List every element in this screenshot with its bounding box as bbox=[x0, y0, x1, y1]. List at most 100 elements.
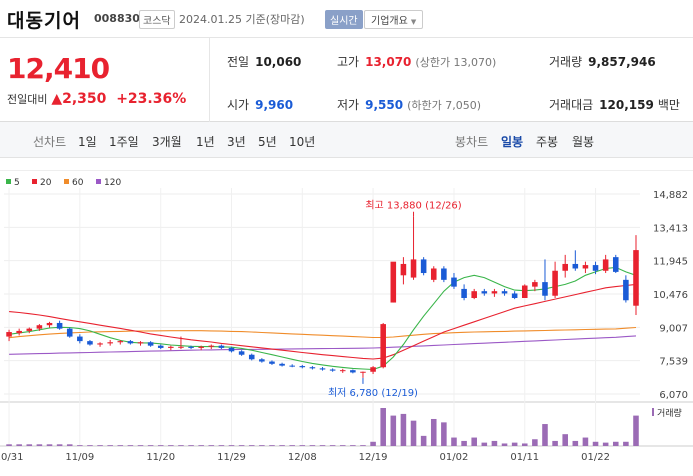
legend-swatch-120 bbox=[96, 179, 101, 184]
volume-bar bbox=[36, 444, 43, 446]
y-tick-label: 11,945 bbox=[653, 257, 688, 268]
legend-swatch-60 bbox=[64, 179, 69, 184]
legend-swatch-20 bbox=[32, 179, 37, 184]
candle-body bbox=[168, 346, 174, 348]
candle-body bbox=[481, 291, 488, 294]
volume-bar bbox=[400, 413, 407, 446]
ma20-line bbox=[9, 283, 637, 360]
volume-bar bbox=[491, 440, 498, 446]
candle-body bbox=[370, 367, 376, 372]
open-price: 시가 9,960 bbox=[227, 96, 293, 113]
candle-body bbox=[582, 265, 589, 269]
legend-label-120: 120 bbox=[104, 178, 121, 188]
candle-body bbox=[410, 259, 417, 278]
turnover-info: 거래대금 120,159 백만 bbox=[549, 96, 680, 113]
quote-panel: 12,410 전일대비 ▲2,350 +23.36% 전일 10,060 시가 9,… bbox=[0, 38, 693, 122]
volume-bar bbox=[521, 443, 528, 446]
volume-bar bbox=[582, 437, 589, 446]
candle-body bbox=[501, 291, 508, 294]
volume-bar bbox=[147, 445, 154, 446]
x-tick-label: 10/31 bbox=[0, 452, 23, 463]
open-value: 9,960 bbox=[255, 98, 294, 112]
candle-body bbox=[471, 291, 477, 298]
high-label: 고가 bbox=[337, 55, 360, 69]
volume-bar bbox=[269, 445, 275, 446]
volume-bar bbox=[56, 444, 63, 446]
candle-body bbox=[218, 345, 225, 348]
high-value: 13,070 bbox=[365, 55, 412, 69]
period-5y[interactable]: 5년 bbox=[258, 135, 277, 149]
stock-name: 대동기어 bbox=[7, 10, 81, 32]
candle-body bbox=[36, 325, 43, 329]
period-1d[interactable]: 1일 bbox=[78, 135, 97, 149]
max-price-label: 최고 13,880 (12/26) bbox=[365, 200, 461, 212]
volume-bar bbox=[289, 445, 295, 446]
min-price-label: 최저 6,780 (12/19) bbox=[328, 387, 418, 399]
volume-legend-label: 거래량 bbox=[657, 407, 682, 419]
company-info-dropdown[interactable]: 기업개요 ▼ bbox=[364, 10, 424, 29]
volume-value: 9,857,946 bbox=[588, 55, 656, 69]
volume-bar bbox=[633, 415, 639, 446]
price-chart[interactable]: 5 20 60 120 14,882 13,413 11,945 10,476 9,007 7,5… bbox=[0, 170, 693, 476]
realtime-button[interactable]: 실시간 bbox=[325, 10, 363, 29]
volume-bar bbox=[299, 445, 306, 446]
volume-legend-swatch bbox=[652, 408, 654, 416]
candle-body bbox=[228, 347, 235, 352]
volume-bar bbox=[168, 445, 174, 446]
period-10y[interactable]: 10년 bbox=[289, 135, 316, 149]
candle-body bbox=[198, 346, 204, 348]
volume-bar bbox=[370, 441, 376, 446]
volume-bar bbox=[552, 440, 558, 446]
candle-body bbox=[309, 367, 316, 369]
turnover-unit: 백만 bbox=[657, 98, 680, 112]
turnover-value: 120,159 bbox=[599, 98, 654, 112]
volume-bar bbox=[461, 440, 467, 446]
period-1y[interactable]: 1년 bbox=[196, 135, 215, 149]
volume-bar bbox=[77, 445, 83, 446]
volume-bar bbox=[350, 445, 356, 446]
market-badge: 코스닥 bbox=[139, 10, 175, 29]
candle-body bbox=[339, 370, 346, 372]
candle-monthly[interactable]: 월봉 bbox=[572, 135, 595, 149]
volume-bar bbox=[592, 441, 599, 446]
candle-body bbox=[259, 359, 265, 362]
low-price: 저가 9,550 (하한가 7,050) bbox=[337, 96, 481, 113]
low-label: 저가 bbox=[337, 98, 360, 112]
x-tick-label: 11/20 bbox=[146, 452, 175, 463]
volume-bar bbox=[137, 445, 144, 446]
date-text: 2024.01.25 기준(장마감) bbox=[179, 13, 305, 26]
candle-body bbox=[137, 342, 144, 344]
ma5-line bbox=[9, 266, 637, 371]
x-tick-label: 11/09 bbox=[65, 452, 94, 463]
volume-bar bbox=[380, 408, 386, 446]
candle-body bbox=[602, 259, 609, 271]
candle-weekly[interactable]: 주봉 bbox=[536, 135, 559, 149]
volume-bar bbox=[228, 445, 235, 446]
volume-bar bbox=[612, 441, 619, 446]
period-3m[interactable]: 3개월 bbox=[152, 135, 182, 149]
candle-daily[interactable]: 일봉 bbox=[501, 135, 524, 149]
volume-bar bbox=[97, 445, 103, 446]
y-tick-label: 14,882 bbox=[653, 190, 688, 201]
legend-swatch-5 bbox=[6, 179, 11, 184]
candle-body bbox=[208, 345, 215, 347]
period-3y[interactable]: 3년 bbox=[227, 135, 246, 149]
candle-body bbox=[360, 371, 366, 373]
candle-body bbox=[532, 282, 538, 287]
candle-body bbox=[56, 322, 63, 329]
lower-limit: (하한가 7,050) bbox=[407, 99, 481, 112]
volume-bar bbox=[430, 418, 437, 446]
candle-body bbox=[248, 354, 255, 360]
candle-body bbox=[592, 265, 599, 271]
candle-body bbox=[461, 288, 467, 298]
change-label: 전일대비 bbox=[7, 93, 48, 106]
candle-body bbox=[46, 322, 53, 326]
candle-body bbox=[127, 341, 134, 344]
candle-body bbox=[400, 263, 407, 276]
candle-body bbox=[329, 369, 336, 371]
period-1w[interactable]: 1주일 bbox=[109, 135, 139, 149]
prev-close-value: 10,060 bbox=[255, 55, 302, 69]
volume-bar bbox=[157, 445, 164, 446]
volume-bar bbox=[511, 442, 518, 446]
candle-body bbox=[279, 363, 285, 366]
